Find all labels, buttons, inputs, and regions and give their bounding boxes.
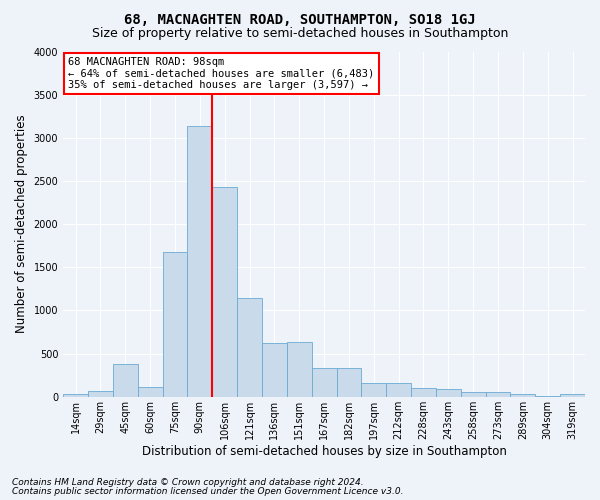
Text: 68 MACNAGHTEN ROAD: 98sqm
← 64% of semi-detached houses are smaller (6,483)
35% : 68 MACNAGHTEN ROAD: 98sqm ← 64% of semi-… <box>68 56 374 90</box>
Bar <box>212 187 237 397</box>
Bar <box>287 342 311 397</box>
Bar <box>63 394 88 397</box>
Bar <box>386 384 411 397</box>
Bar <box>461 392 485 397</box>
Bar <box>411 388 436 397</box>
Bar <box>163 252 187 397</box>
Bar <box>88 390 113 397</box>
Bar <box>113 364 138 397</box>
Bar <box>311 368 337 397</box>
Text: Contains HM Land Registry data © Crown copyright and database right 2024.: Contains HM Land Registry data © Crown c… <box>12 478 364 487</box>
Bar <box>262 344 287 397</box>
Bar <box>138 388 163 397</box>
Bar <box>436 388 461 397</box>
X-axis label: Distribution of semi-detached houses by size in Southampton: Distribution of semi-detached houses by … <box>142 444 506 458</box>
Bar <box>511 394 535 397</box>
Y-axis label: Number of semi-detached properties: Number of semi-detached properties <box>15 115 28 334</box>
Text: 68, MACNAGHTEN ROAD, SOUTHAMPTON, SO18 1GJ: 68, MACNAGHTEN ROAD, SOUTHAMPTON, SO18 1… <box>124 12 476 26</box>
Text: Size of property relative to semi-detached houses in Southampton: Size of property relative to semi-detach… <box>92 28 508 40</box>
Bar <box>237 298 262 397</box>
Bar <box>560 394 585 397</box>
Bar <box>361 383 386 397</box>
Bar <box>337 368 361 397</box>
Bar <box>485 392 511 397</box>
Text: Contains public sector information licensed under the Open Government Licence v3: Contains public sector information licen… <box>12 487 404 496</box>
Bar <box>187 126 212 397</box>
